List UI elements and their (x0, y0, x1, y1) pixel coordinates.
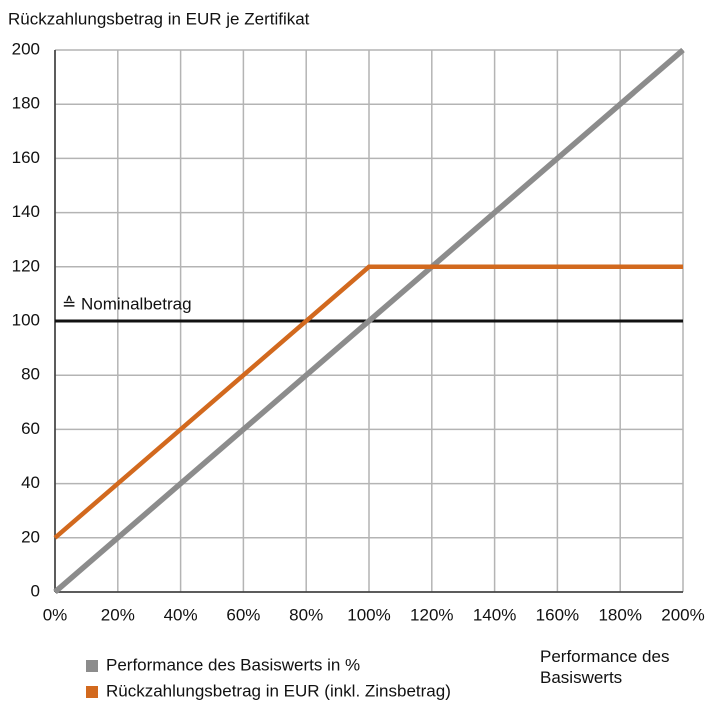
y-axis-title: Rückzahlungsbetrag in EUR je Zertifikat (8, 9, 310, 28)
series-line (53, 47, 685, 595)
legend-swatch (86, 686, 98, 698)
y-tick-label: 60 (21, 419, 40, 438)
x-tick-label: 160% (536, 605, 579, 624)
y-tick-label: 140 (12, 202, 40, 221)
reference-label: ≙ Nominalbetrag (62, 294, 192, 313)
y-tick-label: 80 (21, 365, 40, 384)
x-tick-label: 180% (598, 605, 641, 624)
series-line (53, 264, 683, 540)
x-tick-label: 40% (164, 605, 198, 624)
y-tick-label: 180 (12, 94, 40, 113)
y-tick-label: 200 (12, 39, 40, 58)
y-tick-label: 0 (31, 581, 40, 600)
x-axis-title: Performance des Basiswerts (540, 647, 670, 687)
x-tick-label: 200% (661, 605, 704, 624)
y-tick-label: 40 (21, 473, 40, 492)
y-tick-label: 120 (12, 256, 40, 275)
y-tick-label: 100 (12, 310, 40, 329)
y-tick-label: 160 (12, 148, 40, 167)
x-tick-label: 120% (410, 605, 453, 624)
x-tick-label: 140% (473, 605, 516, 624)
x-tick-label: 0% (43, 605, 68, 624)
y-tick-label: 20 (21, 527, 40, 546)
legend-label: Rückzahlungsbetrag in EUR (inkl. Zinsbet… (106, 681, 451, 700)
x-tick-label: 80% (289, 605, 323, 624)
x-tick-label: 60% (226, 605, 260, 624)
legend-swatch (86, 660, 98, 672)
x-tick-label: 100% (347, 605, 390, 624)
legend-label: Performance des Basiswerts in % (106, 655, 360, 674)
x-tick-label: 20% (101, 605, 135, 624)
